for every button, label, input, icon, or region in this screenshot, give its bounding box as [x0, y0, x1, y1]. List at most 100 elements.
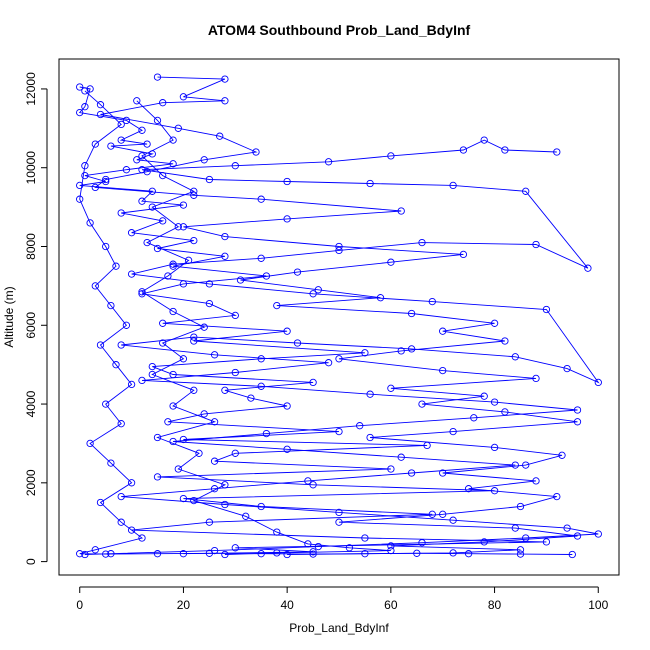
data-point — [366, 433, 374, 442]
data-point — [76, 108, 84, 117]
data-point — [81, 171, 89, 180]
data-point — [200, 410, 208, 418]
data-point — [76, 550, 84, 558]
data-point — [190, 187, 198, 195]
data-point — [164, 272, 172, 280]
data-point — [133, 156, 141, 164]
plot-frame — [58, 58, 620, 576]
data-point — [309, 550, 317, 558]
data-point — [205, 299, 214, 308]
data-point — [542, 538, 551, 546]
data-point — [76, 195, 84, 203]
data-point — [190, 236, 198, 245]
data-point — [107, 301, 115, 310]
data-point — [138, 152, 146, 160]
data-point — [361, 550, 369, 558]
x-tick-label: 20 — [177, 598, 191, 612]
data-point — [174, 223, 182, 231]
data-point — [210, 418, 219, 426]
data-point — [159, 217, 167, 225]
data-point — [221, 550, 229, 559]
data-point — [190, 333, 198, 341]
data-point — [190, 191, 198, 199]
data-point — [86, 439, 94, 448]
data-point — [169, 160, 177, 168]
data-point — [96, 110, 105, 119]
data-point — [81, 550, 89, 559]
data-point — [138, 288, 146, 296]
data-point — [117, 492, 125, 501]
data-point — [439, 469, 447, 477]
data-point — [122, 116, 131, 125]
data-point — [91, 546, 99, 554]
data-point — [449, 181, 457, 190]
data-point — [304, 540, 312, 548]
data-point — [159, 339, 167, 347]
data-point — [522, 461, 530, 469]
series-line-5 — [136, 100, 391, 555]
data-point — [107, 459, 115, 467]
data-point — [335, 242, 343, 251]
data-point — [174, 124, 182, 132]
data-point — [568, 550, 576, 559]
plot-area — [76, 73, 602, 559]
data-point — [159, 319, 167, 327]
data-point — [511, 353, 519, 361]
data-point — [153, 73, 162, 81]
axes: 0 20 40 60 80 100 0 2000 4000 6000 8000 10000 12000 — [24, 72, 609, 612]
data-point — [210, 351, 219, 359]
data-point — [96, 341, 105, 349]
data-point — [449, 427, 457, 436]
data-point — [522, 187, 530, 195]
data-point — [107, 142, 115, 150]
data-point — [449, 549, 457, 557]
data-point — [184, 256, 193, 264]
data-point — [205, 280, 214, 288]
data-point — [324, 158, 333, 166]
data-point — [273, 528, 281, 536]
data-point — [200, 323, 208, 331]
data-point — [153, 473, 162, 481]
data-point — [387, 152, 395, 160]
data-point — [464, 485, 473, 493]
data-point — [387, 258, 395, 266]
data-point — [242, 512, 250, 520]
data-point — [159, 99, 167, 107]
x-tick-label: 60 — [384, 598, 398, 612]
data-point — [407, 309, 416, 318]
x-tick-label: 80 — [488, 598, 502, 612]
data-point — [91, 282, 99, 290]
data-point — [459, 146, 468, 154]
data-point — [516, 502, 525, 511]
data-point — [387, 384, 395, 392]
data-point — [418, 238, 426, 247]
data-point — [361, 349, 369, 357]
data-point — [179, 93, 188, 101]
data-point — [335, 518, 343, 526]
x-axis-label: Prob_Land_BdyInf — [289, 621, 389, 635]
y-tick-label: 2000 — [24, 469, 38, 496]
data-point — [179, 223, 188, 231]
data-point — [117, 341, 125, 349]
data-point — [86, 219, 94, 227]
data-point — [231, 162, 239, 170]
data-point — [179, 435, 188, 444]
data-point — [418, 400, 426, 408]
data-point — [179, 494, 188, 503]
data-point — [221, 481, 229, 489]
data-point — [490, 319, 499, 327]
data-point — [205, 175, 214, 184]
data-point — [428, 510, 436, 518]
data-point — [221, 232, 229, 241]
data-point — [439, 366, 447, 375]
data-point — [102, 550, 110, 558]
data-point — [81, 103, 89, 111]
data-point — [418, 539, 426, 547]
data-point — [283, 445, 291, 453]
data-point — [231, 544, 239, 552]
data-point — [153, 433, 162, 442]
x-tick-label: 0 — [76, 598, 83, 612]
data-point — [480, 136, 488, 144]
data-point — [407, 345, 416, 353]
